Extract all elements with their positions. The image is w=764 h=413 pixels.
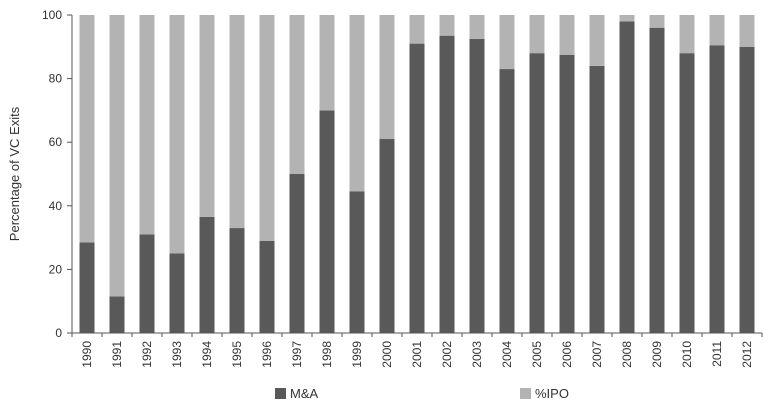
x-tick-label-2004: 2004 [500, 341, 514, 368]
bar-ipo-2008 [619, 15, 635, 22]
bar-ma-2005 [529, 53, 545, 333]
x-tick-label-2006: 2006 [560, 341, 574, 368]
bar-ma-1993 [169, 253, 185, 333]
x-tick-label-2000: 2000 [380, 341, 394, 368]
bar-ma-1997 [289, 174, 305, 333]
bar-ipo-1995 [229, 15, 245, 229]
x-tick-label-2008: 2008 [620, 341, 634, 368]
bar-ma-2006 [559, 54, 575, 333]
legend-swatch-ipo [520, 388, 531, 399]
x-tick-label-2005: 2005 [530, 341, 544, 368]
bar-ipo-1993 [169, 15, 185, 254]
bars [79, 15, 755, 334]
y-axis: 0 20 40 60 80 100 [42, 8, 73, 340]
bar-ipo-2010 [679, 15, 695, 54]
bar-ipo-1996 [259, 15, 275, 241]
x-tick-label-1999: 1999 [350, 341, 364, 368]
x-tick-label-2012: 2012 [740, 341, 754, 368]
x-tick-label-1996: 1996 [260, 341, 274, 368]
bar-ipo-2001 [409, 15, 425, 44]
bar-ipo-2000 [379, 15, 395, 140]
bar-ipo-2005 [529, 15, 545, 54]
bar-ma-2008 [619, 21, 635, 334]
bar-ipo-2012 [739, 15, 755, 47]
x-tick-label-1997: 1997 [290, 341, 304, 368]
x-tick-label-1998: 1998 [320, 341, 334, 368]
x-tick-label-2001: 2001 [410, 341, 424, 368]
bar-ma-2003 [469, 38, 485, 333]
y-tick-label: 40 [49, 199, 63, 213]
bar-ma-1994 [199, 216, 215, 333]
bar-ma-2009 [649, 27, 665, 333]
x-tick-label-2010: 2010 [680, 341, 694, 368]
bar-ma-1992 [139, 234, 155, 333]
bar-ma-2007 [589, 65, 605, 333]
legend-label-ipo: %IPO [535, 386, 569, 401]
legend-swatch-ma [275, 388, 286, 399]
bar-ma-2002 [439, 35, 455, 334]
x-tick-label-2002: 2002 [440, 341, 454, 368]
bar-ipo-2004 [499, 15, 515, 70]
x-tick-label-1993: 1993 [170, 341, 184, 368]
y-tick-label: 20 [49, 262, 63, 276]
y-tick-label: 0 [55, 326, 62, 340]
bar-ma-1990 [79, 242, 95, 333]
bar-ipo-2007 [589, 15, 605, 66]
x-tick-label-2009: 2009 [650, 341, 664, 368]
bar-ipo-1991 [109, 15, 125, 297]
bar-ipo-1992 [139, 15, 155, 235]
bar-ipo-2003 [469, 15, 485, 39]
bar-ma-2001 [409, 43, 425, 334]
bar-ipo-1990 [79, 15, 95, 243]
x-tick-label-1992: 1992 [140, 341, 154, 368]
legend-label-ma: M&A [290, 386, 319, 401]
bar-ma-1999 [349, 191, 365, 333]
bar-ipo-2009 [649, 15, 665, 28]
x-tick-label-2003: 2003 [470, 341, 484, 368]
x-tick-label-1994: 1994 [200, 341, 214, 368]
y-axis-title: Percentage of VC Exits [7, 106, 22, 241]
bar-ma-2004 [499, 69, 515, 333]
x-tick-label-1990: 1990 [80, 341, 94, 368]
bar-ma-1998 [319, 110, 335, 334]
bar-ipo-2006 [559, 15, 575, 55]
x-axis: 1990 1991 1992 1993 1994 1995 1996 1997 1998 1999… [71, 332, 763, 368]
bar-ipo-1999 [349, 15, 365, 192]
bar-ma-2000 [379, 139, 395, 333]
bar-ma-2012 [739, 46, 755, 334]
bar-ipo-1997 [289, 15, 305, 174]
bar-ma-1991 [109, 296, 125, 333]
bar-ma-1996 [259, 240, 275, 333]
bar-ma-2010 [679, 53, 695, 333]
bar-ma-2011 [709, 45, 725, 334]
bar-ipo-1998 [319, 15, 335, 111]
bar-ipo-1994 [199, 15, 215, 217]
bar-ma-1995 [229, 228, 245, 333]
bar-ipo-2011 [709, 15, 725, 46]
y-tick-label: 60 [49, 135, 63, 149]
x-tick-label-1995: 1995 [230, 341, 244, 368]
y-tick-label: 80 [49, 72, 63, 86]
x-tick-label-1991: 1991 [110, 341, 124, 368]
legend: M&A %IPO [275, 386, 569, 401]
bar-ipo-2002 [439, 15, 455, 36]
x-tick-label-2011: 2011 [710, 341, 724, 367]
x-tick-label-2007: 2007 [590, 341, 604, 368]
y-tick-label: 100 [42, 8, 62, 22]
